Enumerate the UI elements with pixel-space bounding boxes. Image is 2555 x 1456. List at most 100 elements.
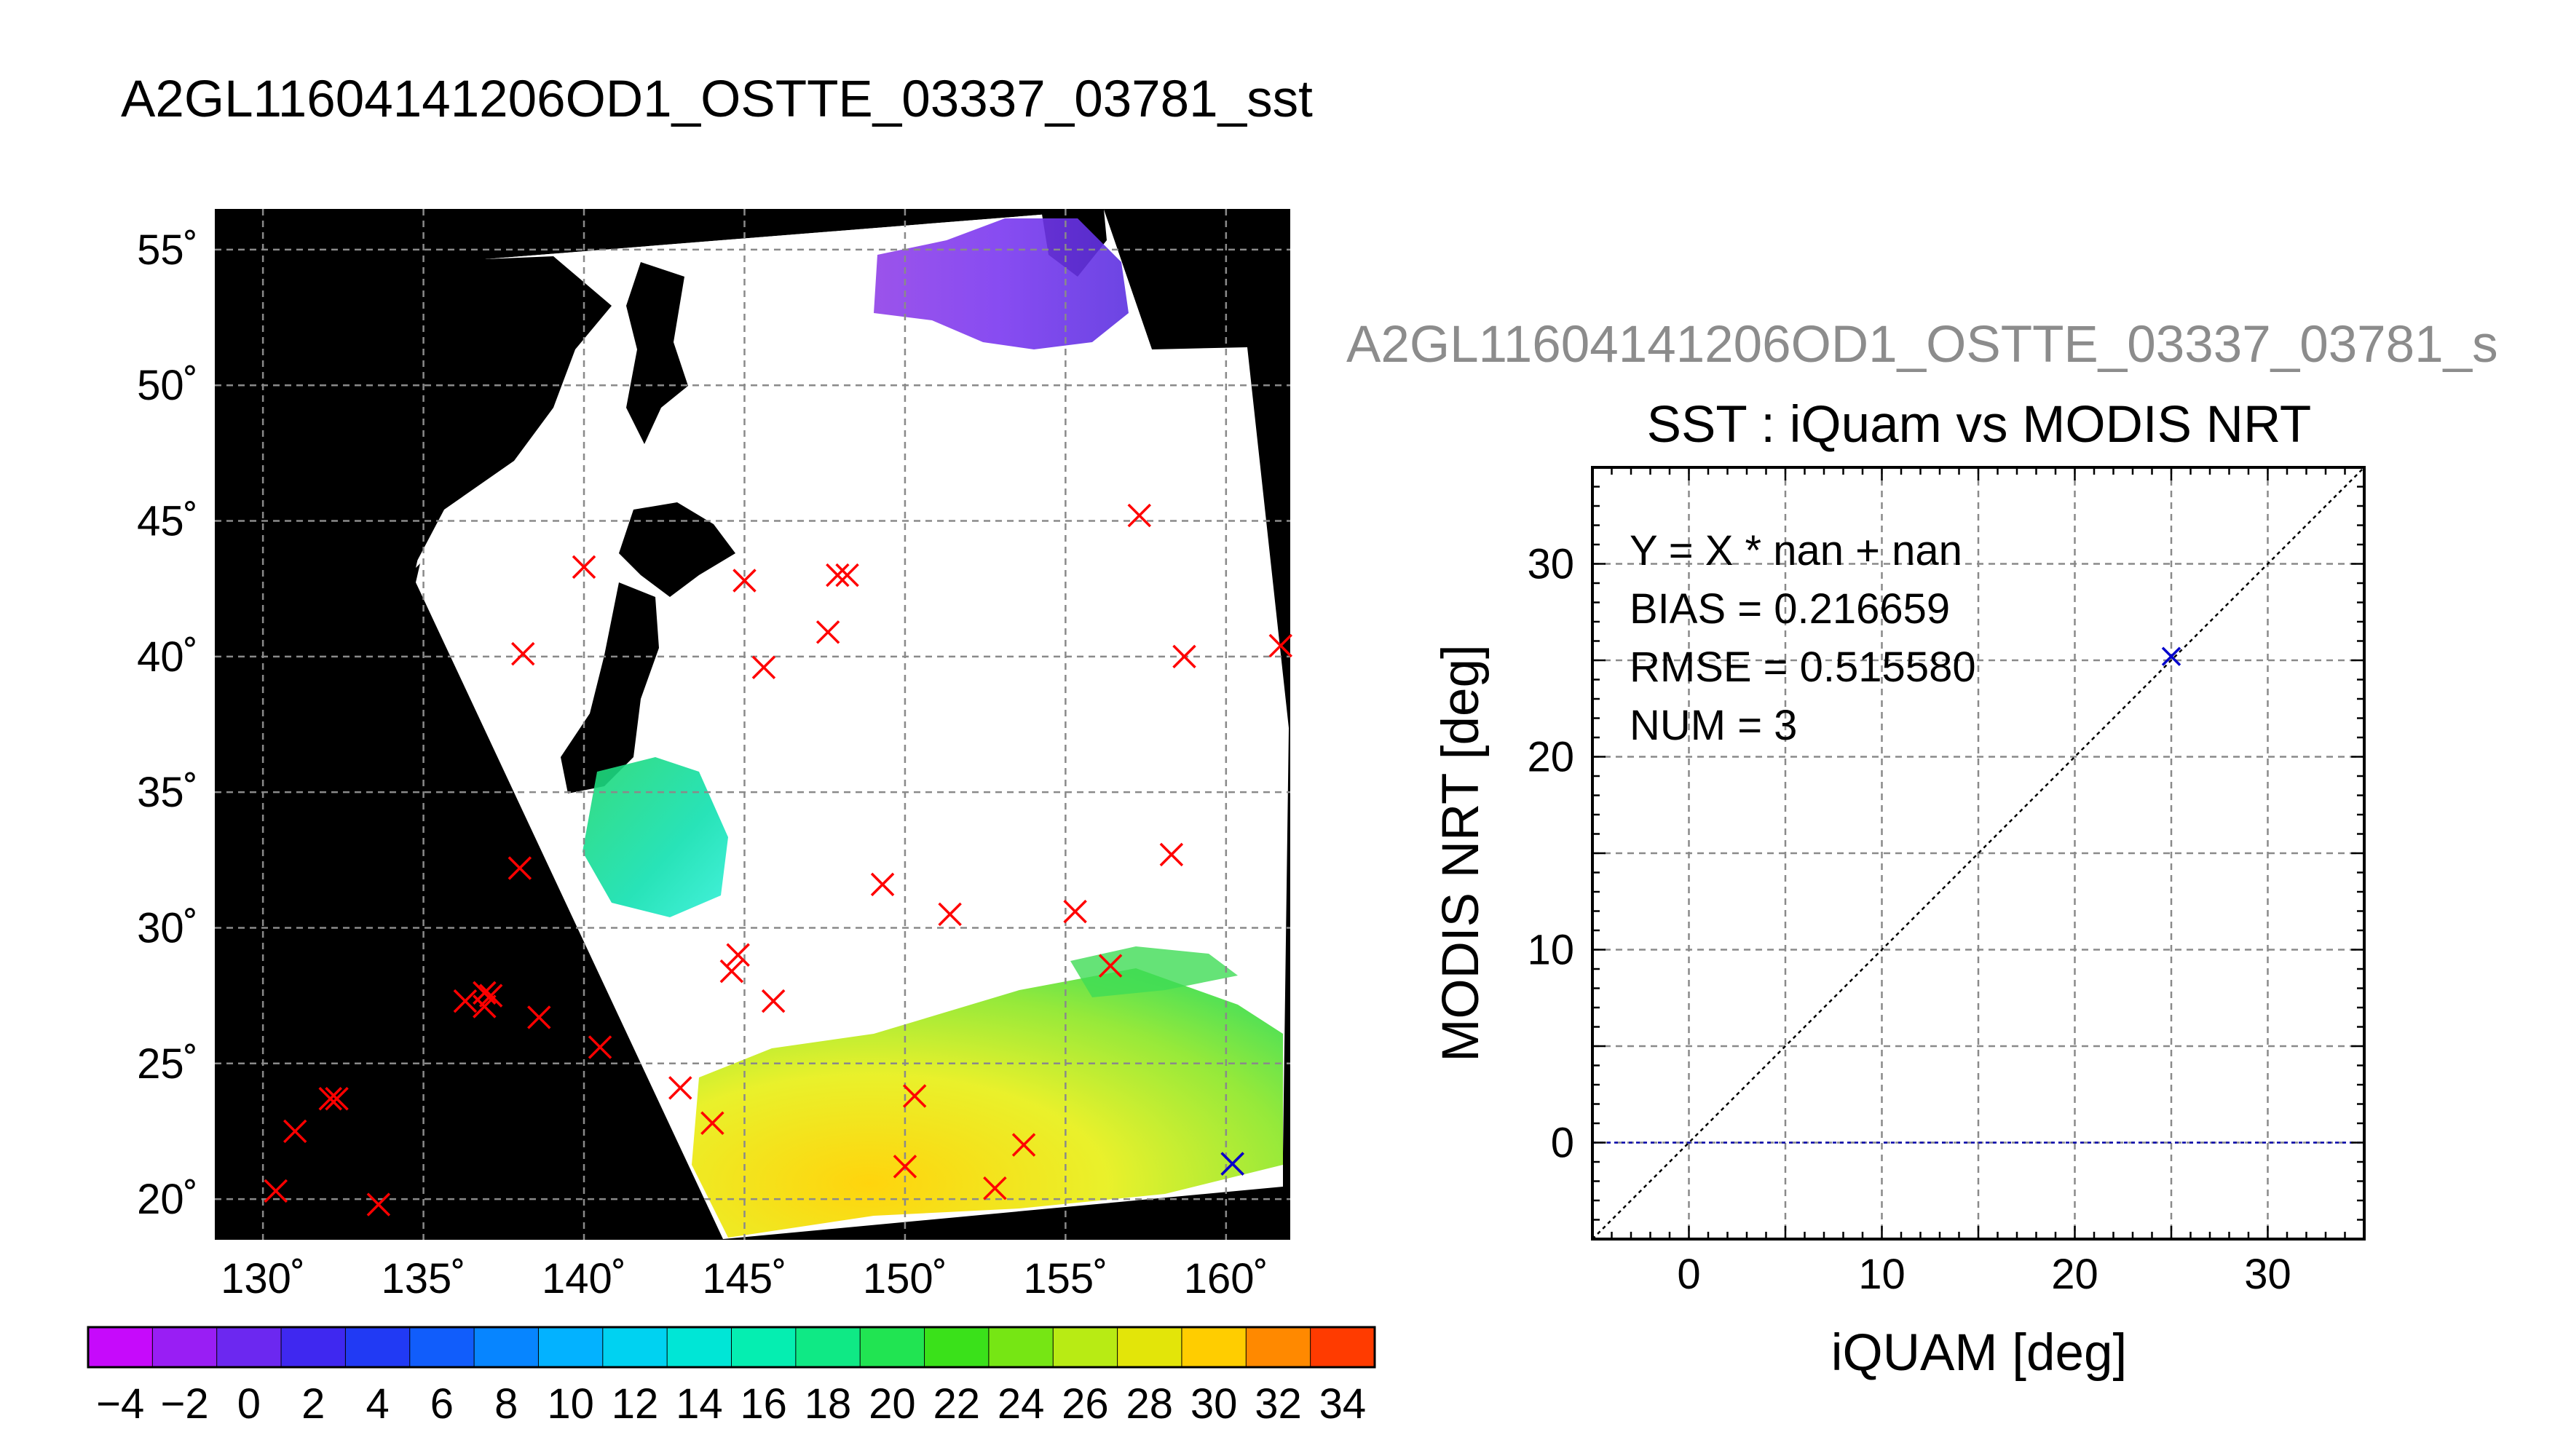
scatter-grid — [1592, 467, 2364, 1239]
colorbar-cell-9 — [666, 1326, 732, 1368]
map-point-5-b — [1127, 503, 1152, 528]
map-point-36 — [366, 1192, 391, 1216]
colorbar-label-8: 12 — [612, 1380, 659, 1428]
scatter-y-tick-10: 10 — [1527, 927, 1574, 974]
scatter-stat-1: BIAS = 0.216659 — [1630, 585, 1950, 633]
colorbar-cell-18 — [1245, 1326, 1311, 1368]
colorbar-label-1: −2 — [160, 1380, 208, 1428]
map-point-25 — [668, 1076, 692, 1100]
map-point-11 — [870, 872, 895, 897]
map-point-24-b — [588, 1035, 612, 1059]
sst-colorbar: −4 −2 0 2 4 6 8 10 12 14 16 18 20 22 24 26 28 30 32 34 — [87, 1326, 1376, 1428]
map-point-7-b — [1268, 633, 1293, 658]
map-point-6-b — [1172, 644, 1196, 669]
map-point-3 — [835, 563, 859, 587]
map-point-33 — [325, 1086, 349, 1111]
map-point-32-b — [318, 1086, 342, 1111]
map-markers — [264, 503, 1293, 1216]
map-lon-ticks: 130˚ 135˚ 140˚ 145˚ 150˚ 155˚ 160˚ — [221, 1255, 1268, 1302]
map-point-22 — [473, 994, 497, 1018]
scatter-x-label: iQUAM [deg] — [1831, 1324, 2127, 1382]
colorbar-label-10: 16 — [740, 1380, 787, 1428]
map-point-9 — [751, 655, 776, 679]
map-point-32 — [318, 1086, 342, 1111]
map-point-15 — [1098, 954, 1123, 978]
map-matched-point — [1220, 1152, 1244, 1176]
scatter-frame — [1591, 466, 2366, 1241]
warm-water-patch — [692, 968, 1283, 1238]
scatter-x-tick-20: 20 — [2051, 1251, 2098, 1298]
scatter-y-tick-0: 0 — [1551, 1120, 1574, 1167]
colorbar-label-0: −4 — [96, 1380, 144, 1428]
scatter-stat-0: Y = X * nan + nan — [1630, 527, 1962, 574]
map-point-30-b — [1011, 1133, 1036, 1157]
map-lat-tick-50: 50˚ — [137, 362, 198, 409]
map-point-0 — [572, 555, 596, 579]
map-lat-tick-20: 20˚ — [137, 1176, 198, 1223]
scatter-point-0 — [2161, 646, 2181, 666]
colorbar-cell-17 — [1181, 1326, 1247, 1368]
colorbar-label-18: 32 — [1255, 1380, 1302, 1428]
main-title: A2GL11604141206OD1_OSTTE_03337_03781_sst — [121, 71, 1313, 128]
map-point-1-b — [732, 569, 757, 593]
land-honshu — [561, 582, 659, 794]
map-point-10 — [508, 856, 532, 880]
scatter-points — [2161, 646, 2181, 666]
land-asia — [215, 256, 612, 563]
colorbar-label-6: 8 — [494, 1380, 518, 1428]
colorbar-cell-0 — [87, 1326, 154, 1368]
map-point-24 — [588, 1035, 612, 1059]
colorbar-cell-5 — [409, 1326, 475, 1368]
map-point-34 — [283, 1119, 307, 1144]
map-point-16 — [726, 943, 750, 967]
map-point-19 — [453, 989, 478, 1013]
colorbar-cell-4 — [344, 1326, 411, 1368]
map-point-35 — [264, 1179, 288, 1203]
map-point-18-b — [761, 989, 786, 1013]
map-point-12 — [938, 902, 962, 927]
map-point-33-b — [325, 1086, 349, 1111]
colorbar-cell-13 — [924, 1326, 990, 1368]
map-point-5 — [1127, 503, 1152, 528]
colorbar-label-4: 4 — [366, 1380, 389, 1428]
colorbar-cell-3 — [280, 1326, 347, 1368]
colorbar-cell-15 — [1052, 1326, 1118, 1368]
colorbar-label-7: 10 — [547, 1380, 594, 1428]
map-point-3-b — [835, 563, 859, 587]
map-point-19-b — [453, 989, 478, 1013]
map-point-23-b — [527, 1005, 551, 1029]
colorbar-label-19: 34 — [1319, 1380, 1367, 1428]
map-point-27 — [902, 1084, 927, 1108]
colorbar-label-3: 2 — [301, 1380, 325, 1428]
map-point-14 — [1159, 842, 1184, 867]
scatter-x-ticks: 0 10 20 30 — [1677, 1251, 2291, 1298]
colorbar-label-13: 22 — [933, 1380, 980, 1428]
land-hokkaido — [619, 502, 735, 597]
colorbar-label-12: 20 — [869, 1380, 916, 1428]
colorbar-label-17: 30 — [1190, 1380, 1238, 1428]
map-point-14-b — [1159, 842, 1184, 867]
colorbar-label-5: 6 — [430, 1380, 454, 1428]
map-lat-tick-35: 35˚ — [137, 769, 198, 816]
scatter-y-tick-20: 20 — [1527, 734, 1574, 781]
map-point-13-b — [1063, 899, 1087, 924]
map-point-2-b — [826, 563, 850, 587]
scatter-stat-3: NUM = 3 — [1630, 702, 1797, 749]
map-point-21 — [478, 984, 503, 1008]
map-point-28 — [893, 1155, 917, 1179]
map-point-13 — [1063, 899, 1087, 924]
map-point-4-b — [816, 620, 840, 644]
map-point-30 — [1011, 1133, 1036, 1157]
scatter-point-0-b — [2161, 646, 2181, 666]
map-point-0-b — [572, 555, 596, 579]
colorbar-cell-2 — [216, 1326, 283, 1368]
map-point-12-b — [938, 902, 962, 927]
colorbar-cell-12 — [859, 1326, 925, 1368]
colorbar-cells — [87, 1326, 1376, 1368]
map-point-11-b — [870, 872, 895, 897]
map-lon-tick-140: 140˚ — [542, 1255, 626, 1302]
colorbar-cell-19 — [1310, 1326, 1376, 1368]
map-lat-tick-45: 45˚ — [137, 498, 198, 545]
map-point-7 — [1268, 633, 1293, 658]
